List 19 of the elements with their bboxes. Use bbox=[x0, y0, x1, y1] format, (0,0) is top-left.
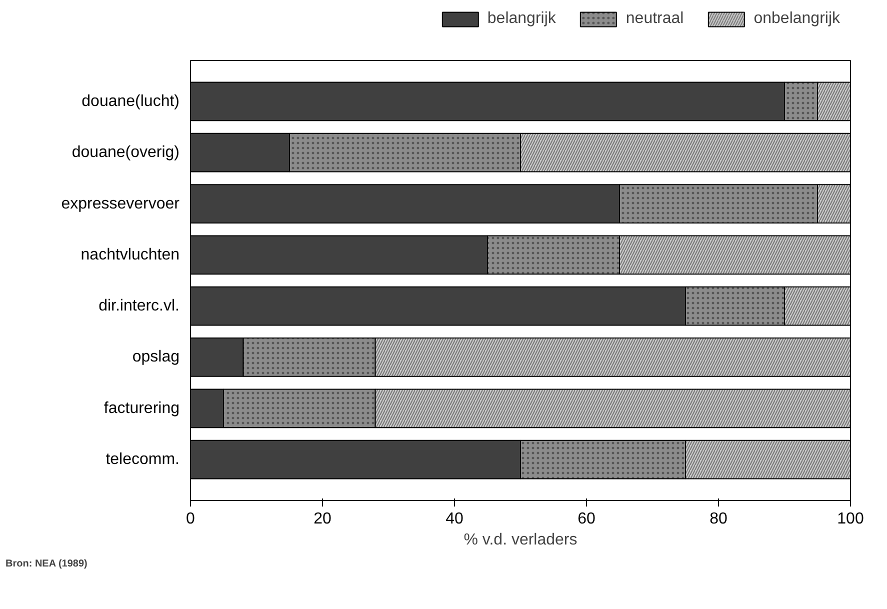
legend-label: onbelangrijk bbox=[754, 10, 840, 28]
x-tick-label: 0 bbox=[186, 510, 196, 528]
x-tick-label: 60 bbox=[578, 510, 596, 528]
y-tick-label: dir.interc.vl. bbox=[98, 298, 180, 315]
y-tick-label: douane(overig) bbox=[72, 144, 180, 162]
y-tick-label: opslag bbox=[132, 348, 180, 366]
x-axis-title: % v.d. verladers bbox=[464, 532, 578, 548]
y-tick-label: facturering bbox=[104, 400, 180, 417]
legend-label: neutraal bbox=[626, 10, 684, 28]
x-tick-label: 40 bbox=[446, 510, 464, 528]
x-tick-label: 100 bbox=[837, 510, 864, 528]
y-tick-label: expressevervoer bbox=[61, 195, 180, 212]
text: Bron: NEA (1989) bbox=[6, 558, 88, 570]
x-tick-label: 20 bbox=[314, 510, 332, 528]
y-tick-label: nachtvluchten bbox=[80, 246, 180, 264]
legend-label: belangrijk bbox=[487, 10, 556, 28]
x-tick-label: 80 bbox=[710, 510, 728, 528]
y-tick-label: telecomm. bbox=[106, 451, 180, 468]
y-tick-label: douane(lucht) bbox=[82, 92, 180, 110]
